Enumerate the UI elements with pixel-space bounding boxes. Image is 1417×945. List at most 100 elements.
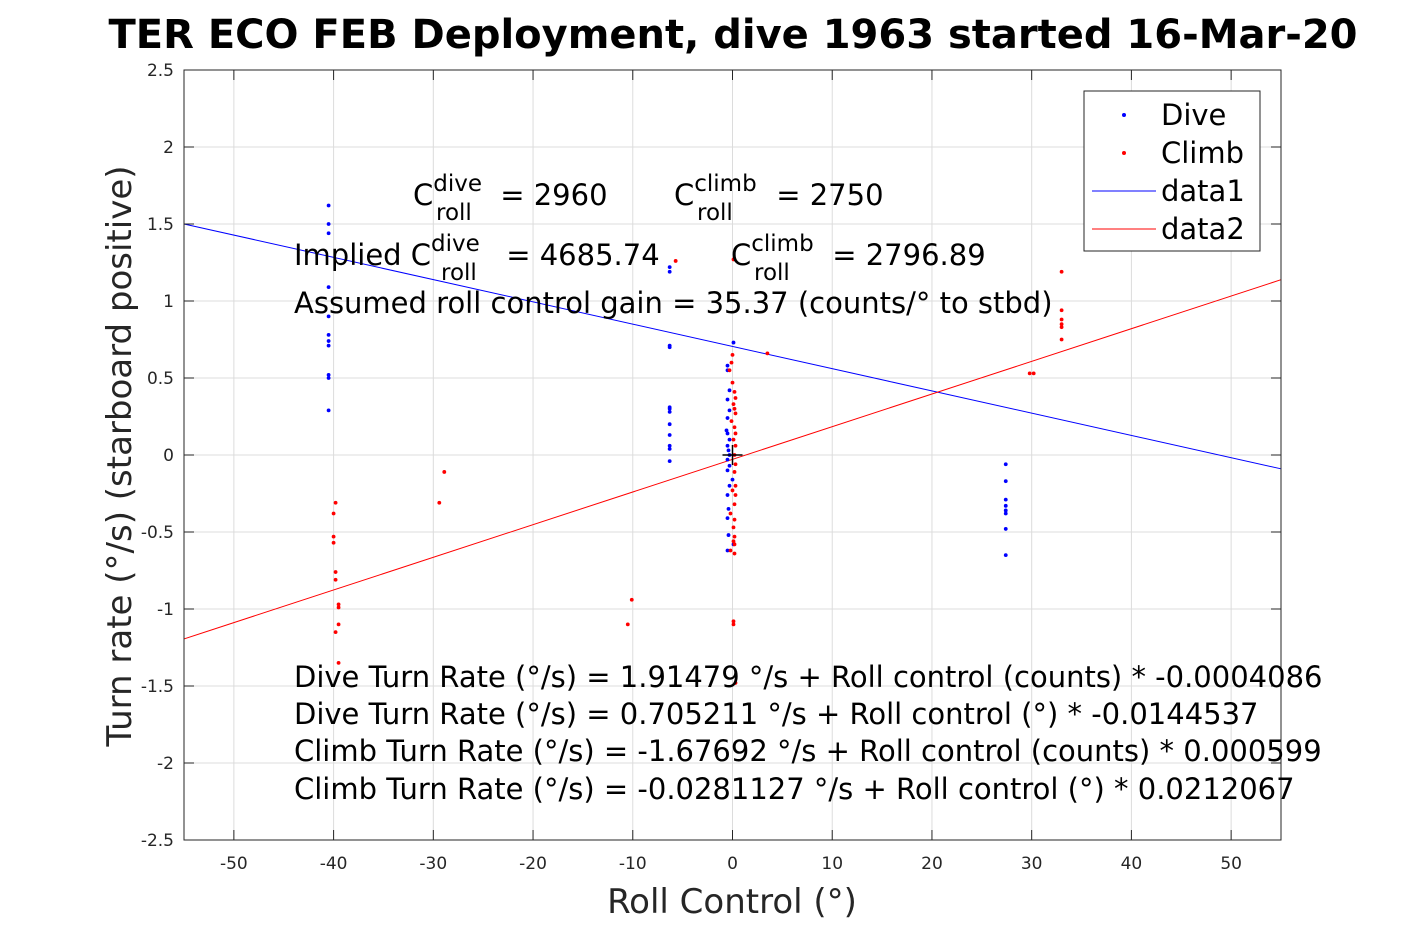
point-climb — [731, 619, 736, 624]
y-tick-label: 2 — [163, 138, 174, 158]
legend-label-data1: data1 — [1161, 174, 1245, 208]
x-axis-label: Roll Control (°) — [607, 882, 857, 922]
point-dive — [326, 203, 331, 208]
y-tick-label: -2 — [157, 754, 174, 774]
point-climb — [673, 259, 678, 263]
point-climb — [730, 488, 735, 493]
point-dive — [726, 507, 731, 511]
annotation-gain: Assumed roll control gain = 35.37 (count… — [294, 286, 1053, 320]
point-climb — [1031, 371, 1036, 376]
y-tick-label: 0 — [163, 446, 174, 466]
point-dive — [725, 363, 730, 368]
point-dive — [726, 448, 731, 453]
point-dive — [667, 345, 672, 350]
point-dive — [667, 433, 672, 437]
x-tick-label: 20 — [921, 854, 943, 874]
legend-box — [1083, 90, 1261, 252]
annotation-eq2: Dive Turn Rate (°/s) = 0.705211 °/s + Ro… — [294, 697, 1259, 731]
data-points — [326, 203, 1064, 685]
x-tick-label: 40 — [1121, 854, 1143, 874]
x-tick-label: 0 — [727, 854, 738, 874]
point-dive — [726, 533, 731, 537]
point-climb — [733, 493, 738, 497]
point-climb — [1059, 322, 1064, 326]
point-dive — [730, 477, 735, 482]
point-dive — [667, 406, 672, 411]
point-dive — [326, 376, 331, 380]
point-climb — [731, 622, 736, 627]
point-dive — [724, 428, 729, 433]
point-dive — [326, 408, 331, 413]
point-dive — [731, 340, 736, 345]
legend-label-climb: Climb — [1161, 136, 1244, 170]
annotation-implied-climb: Cclimb roll = 2796.89 — [731, 231, 986, 286]
point-climb — [732, 389, 737, 394]
point-climb — [336, 602, 341, 607]
point-climb — [728, 548, 733, 553]
y-tick-label: 1.5 — [147, 215, 174, 235]
point-climb — [1059, 337, 1064, 342]
point-climb — [331, 534, 336, 539]
point-climb — [442, 470, 447, 474]
y-tick-label: -1 — [157, 600, 174, 620]
y-tick-label: 2.5 — [147, 61, 174, 81]
y-tick-label: -2.5 — [141, 831, 174, 851]
point-dive — [727, 408, 732, 413]
point-dive — [326, 231, 331, 236]
point-climb — [730, 353, 735, 357]
point-dive — [667, 265, 672, 270]
point-climb — [1027, 371, 1032, 376]
point-climb — [733, 411, 738, 416]
chart-title: TER ECO FEB Deployment, dive 1963 starte… — [108, 12, 1357, 58]
point-dive — [1003, 511, 1008, 516]
point-dive — [1003, 553, 1008, 557]
point-climb — [732, 517, 737, 522]
point-climb — [629, 597, 634, 602]
x-tick-label: 30 — [1021, 854, 1043, 874]
point-dive — [326, 285, 331, 290]
point-dive — [725, 457, 730, 462]
point-climb — [729, 419, 734, 424]
point-climb — [732, 406, 737, 411]
point-climb — [727, 368, 732, 373]
point-dive — [326, 332, 331, 337]
point-climb — [733, 681, 738, 685]
point-climb — [733, 483, 738, 488]
point-climb — [731, 257, 736, 262]
legend-label-dive: Dive — [1161, 98, 1226, 132]
point-climb — [1059, 317, 1064, 322]
point-dive — [667, 422, 672, 427]
point-climb — [732, 534, 737, 539]
point-climb — [732, 470, 737, 474]
point-climb — [731, 402, 736, 407]
x-tick-label: 10 — [821, 854, 843, 874]
annotation-eq3: Climb Turn Rate (°/s) = -1.67692 °/s + R… — [294, 734, 1322, 768]
point-climb — [333, 500, 338, 505]
point-climb — [732, 502, 737, 507]
point-dive — [727, 437, 732, 442]
point-dive — [667, 443, 672, 448]
y-tick-label: 1 — [163, 292, 174, 312]
annotation-eq4: Climb Turn Rate (°/s) = -0.0281127 °/s +… — [294, 772, 1295, 806]
origin-marker — [722, 445, 743, 465]
point-dive — [667, 459, 672, 464]
x-tick-label: -30 — [419, 854, 447, 874]
point-dive — [1003, 479, 1008, 484]
legend-marker-climb — [1122, 151, 1126, 155]
axis-ticks: -50 -40 -30 -20 -10 0 10 20 30 40 50-2.5-2-1.5-1-0… — [141, 61, 1281, 874]
point-dive — [326, 222, 331, 226]
point-climb — [333, 630, 338, 634]
point-dive — [326, 373, 331, 377]
point-dive — [725, 431, 730, 436]
point-dive — [725, 416, 730, 420]
y-tick-label: 0.5 — [147, 369, 174, 389]
y-tick-label: -1.5 — [141, 677, 174, 697]
x-tick-label: 50 — [1220, 854, 1242, 874]
annotation-implied-dive: Implied Cdive roll = 4685.74 — [294, 231, 660, 286]
point-dive — [725, 516, 730, 521]
point-climb — [336, 605, 341, 610]
point-dive — [1003, 497, 1008, 502]
point-climb — [625, 622, 630, 627]
point-climb — [1059, 325, 1064, 330]
